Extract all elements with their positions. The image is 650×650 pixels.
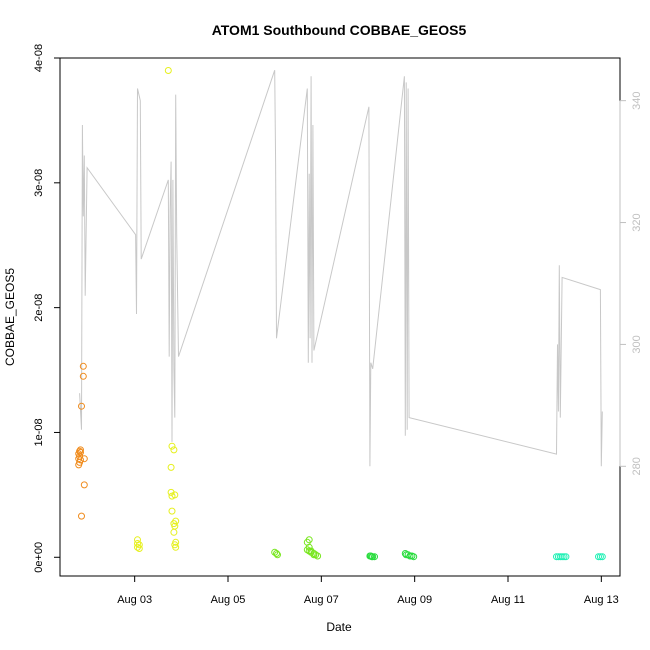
- right-tick-label: 300: [631, 335, 643, 353]
- y-axis-label: COBBAE_GEOS5: [3, 268, 17, 366]
- data-point: [164, 67, 172, 74]
- right-tick-label: 280: [631, 457, 643, 475]
- data-point: [80, 455, 88, 463]
- data-point: [77, 446, 84, 454]
- data-point: [168, 507, 176, 515]
- data-point: [314, 552, 322, 560]
- data-point: [78, 402, 85, 410]
- data-point: [79, 362, 87, 370]
- right-axis: 280 300 320 340: [619, 91, 643, 475]
- data-point: [305, 536, 313, 544]
- data-point: [595, 553, 602, 561]
- y-tick-label: 1e-08: [33, 418, 45, 446]
- data-point: [171, 522, 179, 530]
- x-axis-label: Date: [326, 620, 352, 634]
- y-tick-label: 3e-08: [33, 169, 45, 197]
- data-point: [172, 517, 180, 525]
- right-tick-label: 320: [631, 213, 643, 231]
- y-axis: 0e+00 1e-08 2e-08 3e-08 4e-08: [33, 44, 61, 573]
- data-point: [78, 512, 85, 520]
- x-tick-label: Aug 11: [491, 594, 525, 606]
- data-point: [560, 553, 568, 561]
- data-point: [596, 553, 604, 561]
- data-point: [170, 528, 178, 536]
- x-tick-label: Aug 05: [211, 594, 246, 606]
- data-point: [598, 553, 606, 561]
- y-tick-label: 0e+00: [33, 542, 45, 573]
- data-point: [80, 481, 88, 489]
- data-point: [312, 551, 320, 559]
- data-point: [170, 446, 178, 454]
- data-point: [406, 552, 414, 560]
- data-point: [76, 447, 84, 455]
- x-tick-label: Aug 13: [584, 594, 619, 606]
- data-point: [77, 456, 84, 464]
- x-tick-label: Aug 07: [304, 594, 339, 606]
- data-point: [79, 372, 87, 380]
- x-axis: Aug 03 Aug 05 Aug 07 Aug 09 Aug 11 Aug 13: [117, 575, 619, 606]
- data-point: [410, 553, 418, 561]
- plot-area-frame: [59, 57, 621, 577]
- right-axis-series-line: [79, 70, 603, 467]
- x-tick-label: Aug 03: [117, 594, 152, 606]
- data-point: [558, 553, 566, 561]
- data-point: [562, 553, 570, 561]
- data-point: [77, 448, 84, 456]
- y-tick-label: 4e-08: [33, 44, 45, 72]
- data-point: [167, 463, 175, 471]
- y-tick-label: 2e-08: [33, 294, 45, 322]
- chart-title: ATOM1 Southbound COBBAE_GEOS5: [212, 22, 467, 38]
- data-point: [172, 538, 180, 546]
- data-point: [273, 550, 280, 557]
- data-point: [135, 541, 143, 549]
- data-point: [171, 491, 179, 499]
- series-layer: [75, 67, 606, 561]
- right-tick-label: 340: [631, 91, 643, 109]
- data-point: [274, 551, 281, 559]
- data-point: [172, 543, 180, 551]
- x-tick-label: Aug 09: [397, 594, 432, 606]
- data-point: [168, 442, 176, 450]
- data-point: [135, 545, 143, 552]
- data-point: [371, 553, 378, 561]
